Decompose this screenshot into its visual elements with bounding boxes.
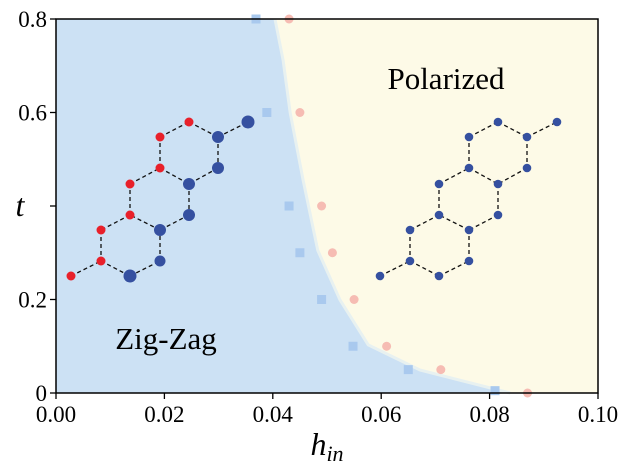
atom — [464, 256, 474, 266]
atom — [183, 178, 195, 190]
bond — [188, 121, 219, 138]
bond — [526, 121, 558, 138]
circle-point — [382, 341, 392, 351]
bond — [129, 260, 161, 277]
atom — [96, 225, 106, 235]
bond — [159, 167, 190, 185]
x-tick-label: 0.10 — [578, 402, 618, 427]
x-axis-label-subscript: in — [326, 441, 343, 463]
atom — [493, 179, 503, 189]
atom — [434, 210, 444, 220]
atom — [522, 163, 532, 173]
square-point — [317, 295, 327, 304]
bond — [497, 121, 528, 138]
bond — [217, 121, 249, 138]
bond — [468, 167, 499, 185]
x-tick-label: 0.08 — [469, 402, 509, 427]
bond — [129, 167, 161, 185]
bond — [438, 214, 470, 231]
x-tick-label: 0.00 — [36, 402, 76, 427]
x-tick-label: 0.02 — [144, 402, 184, 427]
square-point — [295, 248, 305, 258]
atom — [434, 179, 444, 189]
circle-point — [436, 365, 446, 375]
atom — [241, 115, 255, 129]
atom — [154, 224, 166, 236]
bond — [468, 121, 499, 138]
atom — [493, 210, 503, 220]
bond — [438, 167, 470, 185]
bond — [70, 260, 102, 277]
annotation: Zig-Zag — [115, 321, 217, 356]
region-zigzag — [56, 19, 511, 393]
bond — [438, 260, 470, 277]
atom — [522, 132, 532, 142]
bond — [379, 260, 411, 277]
atom — [464, 163, 474, 173]
x-axis-label: hin — [310, 426, 343, 463]
square-point — [403, 365, 413, 375]
atom — [123, 269, 137, 283]
atom — [154, 255, 166, 267]
y-tick-label: 0.6 — [18, 101, 47, 126]
bond — [100, 260, 131, 277]
atom — [125, 210, 135, 220]
bond — [159, 214, 190, 231]
atom — [183, 209, 195, 221]
x-tick-label: 0.06 — [361, 402, 401, 427]
bond — [188, 167, 219, 185]
y-axis-label: t — [16, 187, 26, 223]
phase-boundary — [273, 18, 511, 395]
atom — [96, 256, 106, 266]
bond — [409, 214, 440, 231]
atom — [464, 225, 474, 235]
annotation: Polarized — [387, 61, 505, 96]
atom — [66, 271, 76, 281]
bond — [159, 121, 190, 138]
bond — [497, 167, 528, 185]
atom — [405, 225, 415, 235]
atom — [464, 132, 474, 142]
bond — [100, 214, 131, 231]
y-tick-label: 0 — [36, 381, 48, 406]
circle-point — [317, 201, 327, 211]
atom — [155, 132, 165, 142]
square-point — [348, 341, 358, 351]
atom — [434, 271, 444, 281]
square-point — [284, 201, 294, 211]
square-point — [262, 108, 272, 117]
atom — [125, 179, 135, 189]
x-axis-label-base: h — [310, 426, 326, 462]
y-tick-label: 0.8 — [18, 7, 47, 32]
atom — [493, 117, 503, 127]
circle-point — [349, 295, 359, 304]
bond — [409, 260, 440, 277]
atom — [184, 117, 194, 127]
x-tick-label: 0.04 — [253, 402, 294, 427]
molecule-illustrations — [66, 115, 562, 283]
atom — [405, 256, 415, 266]
circle-point — [327, 248, 337, 258]
atom — [155, 163, 165, 173]
atom — [212, 162, 224, 174]
atom — [375, 271, 385, 281]
bond — [129, 214, 161, 231]
circle-point — [295, 108, 305, 117]
atom — [212, 131, 224, 143]
bond — [468, 214, 499, 231]
y-tick-label: 0.2 — [18, 288, 47, 313]
square-point — [490, 386, 500, 396]
atom — [552, 117, 562, 127]
